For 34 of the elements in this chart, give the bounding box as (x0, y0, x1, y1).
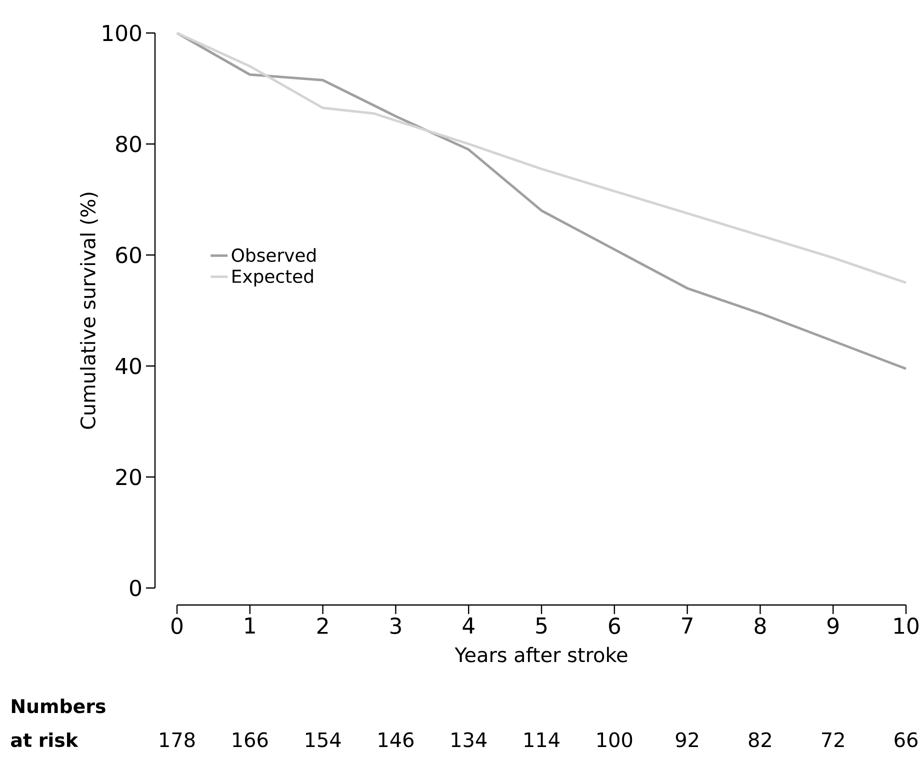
legend-label: Expected (232, 269, 313, 287)
x-tick-label: 0 (171, 618, 183, 634)
x-tick-label: 6 (608, 618, 620, 634)
x-tick-label: 5 (536, 618, 547, 634)
x-tick-label: 4 (462, 618, 474, 634)
x-tick-label: 8 (754, 618, 766, 634)
x-axis-title: Years after stroke (454, 646, 628, 662)
text: Numbers at risk (11, 698, 106, 748)
x-tick-label: 9 (828, 618, 839, 634)
x-tick-label: 10 (894, 618, 918, 634)
text: 154 (306, 732, 341, 748)
text: 134 (452, 732, 486, 748)
x-tick-label: 3 (390, 618, 401, 634)
legend-label: Observed (232, 248, 316, 262)
x-tick-label: 2 (317, 618, 328, 634)
y-tick-label: 20 (116, 468, 142, 486)
line-series (176, 32, 908, 370)
text: 114 (524, 732, 560, 747)
x-tick-label: 1 (245, 618, 255, 634)
y-tick-label: 0 (130, 580, 142, 596)
y-tick-label: 40 (116, 358, 142, 374)
text: 82 (748, 732, 771, 748)
y-axis-title: Cumulative survival (%) (80, 192, 98, 429)
y-tick-label: 80 (116, 136, 142, 152)
x-tick-label: 7 (682, 618, 692, 634)
text: 72 (822, 732, 844, 747)
text: 146 (378, 732, 414, 748)
y-tick-label: 100 (103, 24, 142, 42)
y-tick-label: 60 (116, 246, 142, 264)
text: 100 (598, 732, 632, 748)
text: 66 (894, 732, 918, 748)
text: 92 (676, 732, 698, 748)
text: 166 (233, 732, 268, 748)
text: 178 (160, 732, 195, 748)
